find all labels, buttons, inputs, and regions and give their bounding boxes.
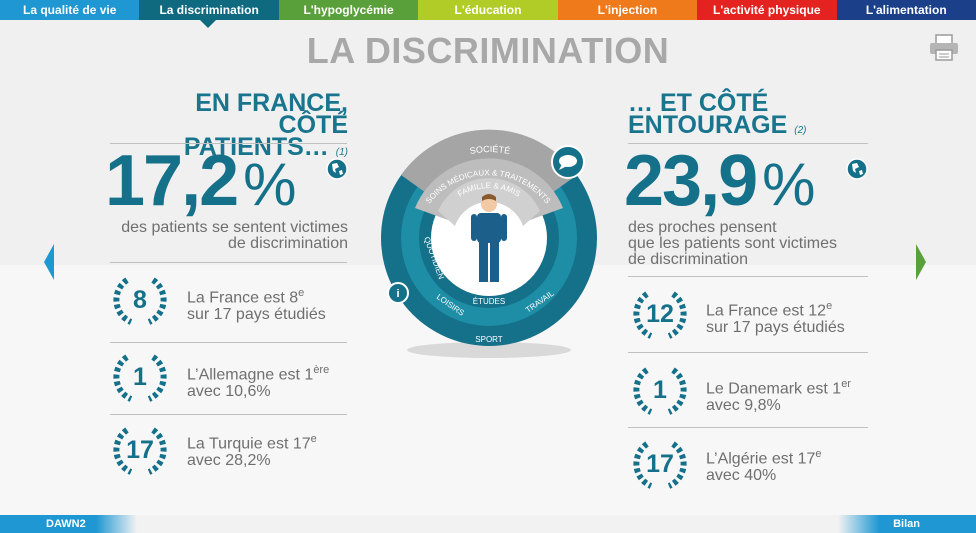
rank-line2: avec 10,6%	[187, 383, 271, 401]
top-navigation: La qualité de vie La discrimination L'hy…	[0, 0, 976, 20]
previous-arrow-icon[interactable]	[44, 244, 54, 280]
info-icon-glyph: i	[396, 288, 399, 300]
footer	[0, 515, 976, 533]
divider	[110, 342, 347, 343]
divider	[628, 276, 868, 277]
right-rank-number-3: 17	[646, 450, 674, 478]
globe-icon	[846, 158, 868, 180]
right-heading-line2: ENTOURAGE	[628, 111, 788, 139]
left-big-unit: %	[243, 151, 296, 218]
right-rank-text-3: L’Algérie est 17e avec 40%	[706, 446, 822, 484]
label-etudes: ÉTUDES	[473, 297, 505, 306]
divider	[110, 143, 347, 144]
left-rank-number-2: 1	[133, 363, 147, 391]
rank-line2: sur 17 pays étudiés	[187, 306, 326, 324]
laurel-icon	[633, 291, 687, 339]
divider	[628, 427, 868, 428]
laurel-icon	[113, 277, 167, 325]
right-rank-number-2: 1	[653, 376, 667, 404]
rank-sup: e	[815, 448, 822, 460]
laurel-icon	[633, 367, 687, 415]
page-title: LA DISCRIMINATION	[306, 30, 670, 71]
left-desc-line2: de discrimination	[227, 235, 348, 252]
speech-bubble-icon[interactable]	[551, 145, 585, 179]
rank-line1: Le Danemark est 1	[706, 380, 842, 398]
rank-line2: avec 40%	[706, 467, 777, 485]
rank-sup: e	[826, 300, 833, 312]
left-rank-number-1: 8	[133, 286, 147, 314]
left-note: (1)	[335, 147, 348, 158]
right-big-value: 23,9	[624, 141, 758, 221]
svg-text:SOCIÉTÉ: SOCIÉTÉ	[469, 144, 511, 156]
discrimination-circle-diagram: SOCIÉTÉ SOINS MÉDICAUX & TRAITEMENTS FAM…	[381, 129, 597, 358]
person-icon	[471, 194, 507, 282]
footer-dawn2-link[interactable]: DAWN2	[0, 515, 137, 533]
tab-education[interactable]: L'éducation	[418, 0, 558, 20]
rank-line1: La France est 8	[187, 289, 299, 307]
tab-injection[interactable]: L'injection	[557, 0, 698, 20]
left-rank-number-3: 17	[126, 436, 154, 464]
rank-line1: La France est 12	[706, 302, 827, 320]
right-rank-number-1: 12	[646, 300, 674, 328]
right-big-stat: 23,9%	[624, 140, 816, 222]
label-societe: SOCIÉTÉ	[469, 144, 511, 156]
rank-line2: sur 17 pays étudiés	[706, 319, 845, 337]
footer-bilan-link[interactable]: Bilan	[838, 515, 976, 533]
rank-sup: er	[841, 378, 851, 390]
left-big-value: 17,2	[105, 141, 239, 221]
tab-hypoglycemie[interactable]: L'hypoglycémie	[278, 0, 419, 20]
rank-line2: avec 9,8%	[706, 397, 781, 415]
left-heading-line2: CÔTÉ PATIENTS…	[183, 111, 348, 161]
left-rank-text-2: L’Allemagne est 1ère avec 10,6%	[187, 362, 329, 400]
right-desc-line1: des proches pensent	[628, 219, 777, 236]
globe-icon	[326, 158, 348, 180]
laurel-icon	[113, 427, 167, 475]
right-description: des proches pensent que les patients son…	[628, 220, 868, 268]
tab-discrimination[interactable]: La discrimination	[139, 0, 279, 20]
left-rank-text-3: La Turquie est 17e avec 28,2%	[187, 431, 317, 469]
label-sport: SPORT	[475, 335, 503, 344]
laurel-icon	[113, 354, 167, 402]
right-big-unit: %	[762, 151, 815, 218]
rank-sup: e	[298, 287, 305, 299]
right-note: (2)	[794, 125, 807, 136]
right-heading-line1: … ET CÔTÉ	[628, 89, 769, 117]
right-rank-text-1: La France est 12e sur 17 pays étudiés	[706, 298, 845, 336]
active-tab-indicator	[200, 20, 216, 28]
divider	[110, 414, 347, 415]
left-big-stat: 17,2%	[105, 140, 297, 222]
right-rank-text-2: Le Danemark est 1er avec 9,8%	[706, 376, 851, 414]
tab-alimentation[interactable]: L'alimentation	[836, 0, 976, 20]
tab-activite-physique[interactable]: L'activité physique	[697, 0, 837, 20]
rank-sup: ère	[313, 364, 330, 376]
rank-line1: L’Algérie est 17	[706, 450, 816, 468]
left-heading-line1: EN FRANCE,	[195, 89, 348, 117]
rank-line1: L’Allemagne est 1	[187, 366, 314, 384]
right-desc-line3: de discrimination	[628, 251, 749, 268]
tab-qualite-de-vie[interactable]: La qualité de vie	[0, 0, 140, 20]
left-heading: EN FRANCE, CÔTÉ PATIENTS… (1)	[140, 89, 348, 164]
divider	[110, 262, 347, 263]
rank-line2: avec 28,2%	[187, 452, 271, 470]
info-icon[interactable]: i	[387, 282, 409, 304]
left-description: des patients se sentent victimes de disc…	[110, 220, 348, 252]
left-rank-text-1: La France est 8e sur 17 pays étudiés	[187, 285, 326, 323]
right-desc-line2: que les patients sont victimes	[628, 235, 837, 252]
right-heading: … ET CÔTÉ ENTOURAGE (2)	[628, 89, 868, 142]
rank-line1: La Turquie est 17	[187, 435, 311, 453]
divider	[628, 352, 868, 353]
left-desc-line1: des patients se sentent victimes	[121, 219, 348, 236]
rank-sup: e	[310, 433, 317, 445]
laurel-icon	[633, 441, 687, 489]
printer-icon[interactable]	[928, 34, 960, 62]
divider	[628, 143, 868, 144]
next-arrow-icon[interactable]	[916, 244, 926, 280]
